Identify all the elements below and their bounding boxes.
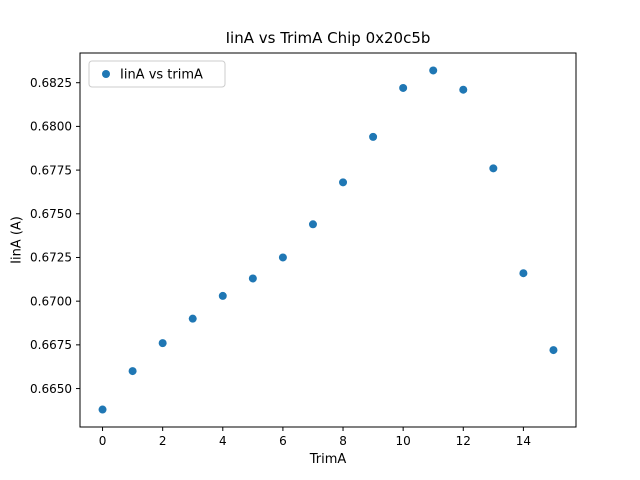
legend-label: IinA vs trimA	[120, 68, 203, 83]
chart-title: IinA vs TrimA Chip 0x20c5b	[225, 29, 431, 47]
y-tick-label: 0.6750	[30, 207, 72, 221]
x-tick-label: 8	[339, 434, 347, 448]
scatter-point	[158, 339, 167, 348]
y-tick-label: 0.6825	[30, 76, 72, 90]
legend-box	[88, 60, 226, 88]
scatter-point	[399, 83, 408, 92]
scatter-point	[308, 220, 317, 229]
scatter-point	[519, 269, 528, 278]
y-tick-label: 0.6675	[30, 338, 72, 352]
scatter-point	[459, 85, 468, 94]
x-axis-label: TrimA	[309, 452, 347, 467]
x-tick-label: 12	[456, 434, 471, 448]
scatter-point	[248, 274, 257, 283]
y-tick-label: 0.6650	[30, 382, 72, 396]
scatter-point	[489, 164, 498, 173]
x-tick-label: 4	[219, 434, 227, 448]
scatter-point	[218, 291, 227, 300]
x-tick-label: 6	[279, 434, 287, 448]
scatter-point	[98, 405, 107, 414]
scatter-point	[278, 253, 287, 262]
scatter-point	[128, 367, 137, 376]
x-tick-label: 2	[159, 434, 167, 448]
y-tick-label: 0.6725	[30, 251, 72, 265]
scatter-point	[188, 314, 197, 323]
scatter-point	[429, 66, 438, 75]
y-tick-label: 0.6700	[30, 294, 72, 308]
scatter-point	[339, 178, 348, 187]
x-tick-label: 10	[396, 434, 411, 448]
y-tick-label: 0.6775	[30, 163, 72, 177]
legend-marker-icon	[102, 70, 110, 78]
x-tick-label: 14	[516, 434, 531, 448]
axes-frame	[79, 52, 577, 428]
scatter-point	[369, 132, 378, 141]
x-tick-label: 0	[99, 434, 107, 448]
scatter-point	[549, 346, 558, 355]
y-tick-label: 0.6800	[30, 120, 72, 134]
